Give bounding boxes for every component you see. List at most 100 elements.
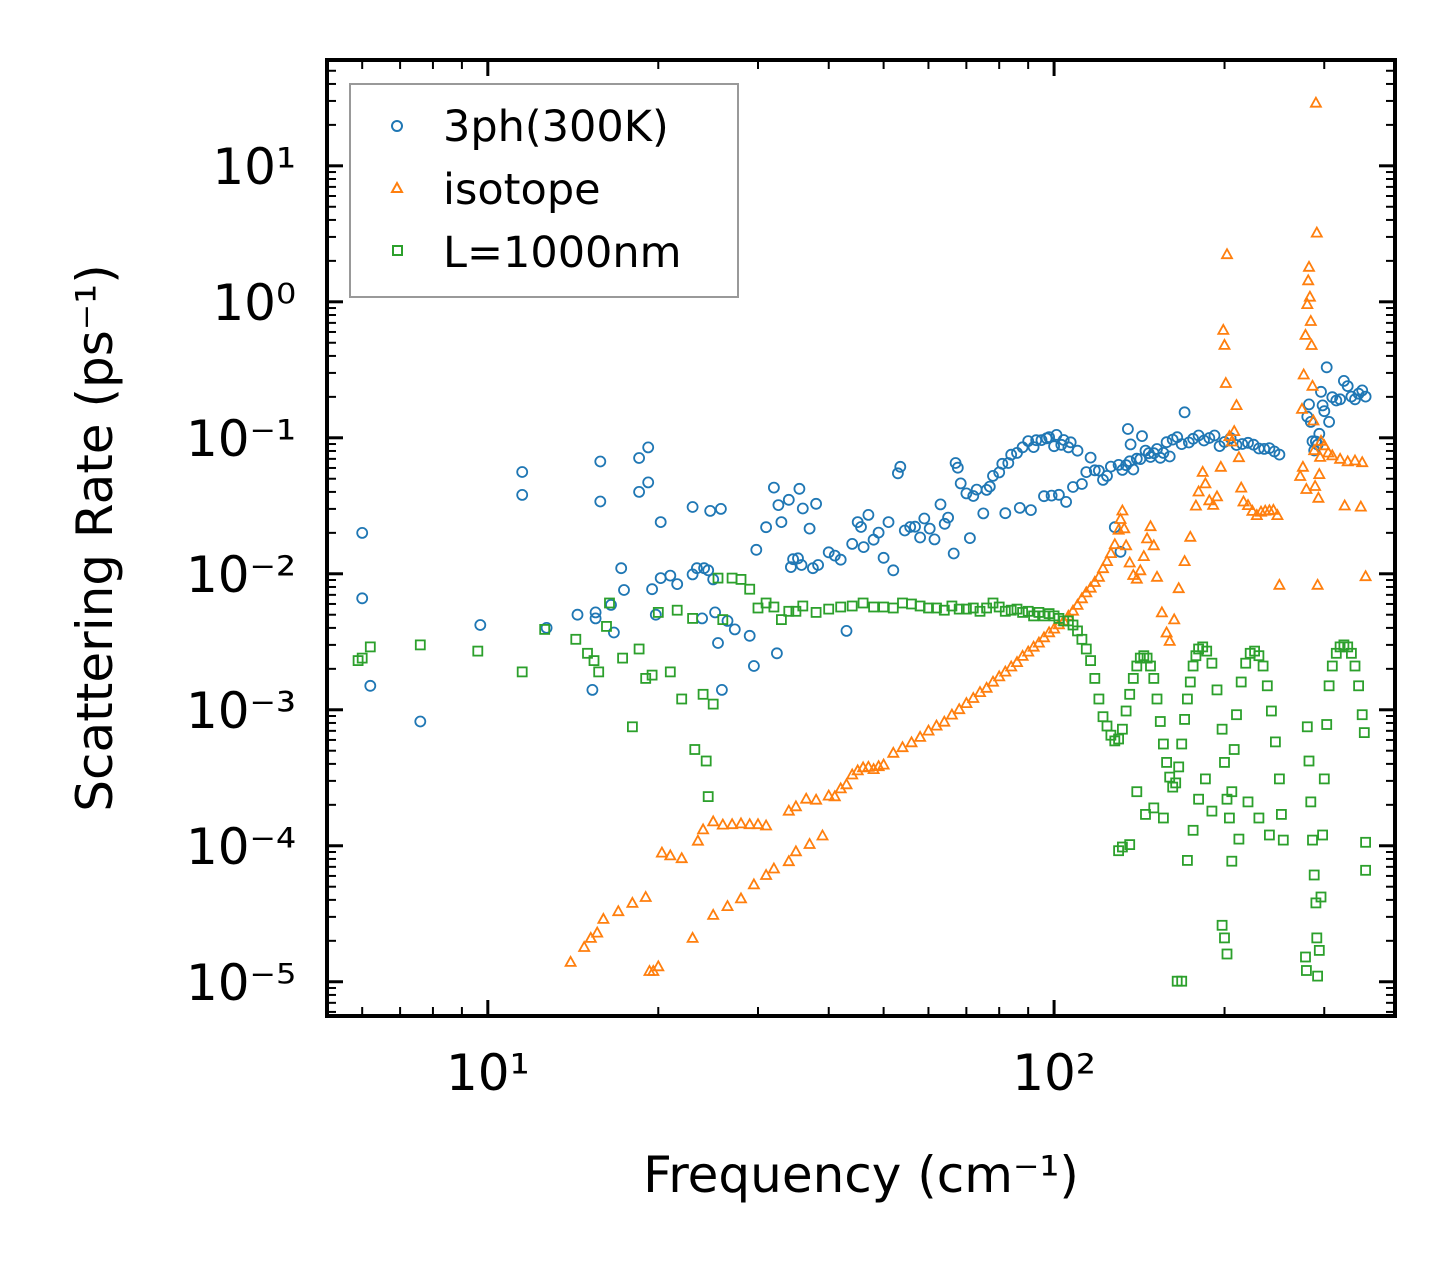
point-3ph <box>605 599 617 611</box>
point-isotope <box>577 940 591 952</box>
point-boundary <box>1089 673 1101 684</box>
point-boundary <box>1313 945 1325 956</box>
point-3ph <box>964 532 976 544</box>
point-isotope <box>1295 402 1309 414</box>
point-3ph <box>474 619 487 631</box>
point-boundary <box>1356 709 1368 721</box>
point-isotope <box>1084 580 1098 593</box>
point-isotope <box>1302 259 1316 272</box>
point-3ph <box>1160 436 1173 449</box>
point-3ph <box>954 477 967 490</box>
point-isotope <box>1130 571 1144 584</box>
point-boundary <box>640 673 652 684</box>
point-isotope <box>596 912 610 924</box>
point-3ph <box>996 457 1009 470</box>
point-3ph <box>571 608 584 621</box>
point-3ph <box>793 482 806 495</box>
point-isotope <box>1254 504 1268 517</box>
point-3ph <box>771 647 783 660</box>
point-isotope <box>1160 625 1174 638</box>
legend-marker-isotope <box>390 180 404 193</box>
y-tick-label: 10⁻³ <box>186 682 296 740</box>
point-3ph <box>1175 438 1188 451</box>
point-isotope <box>767 861 781 874</box>
point-3ph <box>414 715 427 728</box>
point-boundary <box>1318 773 1330 785</box>
y-tick-label: 10⁰ <box>212 274 296 332</box>
point-isotope <box>803 837 817 849</box>
point-3ph <box>728 623 741 636</box>
point-boundary <box>1193 793 1204 805</box>
point-boundary <box>1346 647 1357 659</box>
point-3ph <box>1071 444 1084 457</box>
point-3ph <box>1157 446 1170 459</box>
point-3ph <box>750 543 763 556</box>
point-isotope <box>1270 508 1284 520</box>
point-3ph <box>1105 460 1117 473</box>
point-isotope <box>725 817 739 830</box>
point-3ph <box>1315 385 1327 398</box>
point-3ph <box>356 527 369 539</box>
point-3ph <box>646 583 658 596</box>
point-isotope <box>1206 498 1220 510</box>
point-boundary <box>1300 951 1311 963</box>
point-isotope <box>1317 438 1331 451</box>
point-boundary <box>712 572 724 584</box>
point-isotope <box>1301 273 1315 286</box>
point-isotope <box>1307 443 1321 456</box>
point-boundary <box>1228 744 1240 755</box>
point-3ph <box>951 461 964 474</box>
point-boundary <box>582 647 593 659</box>
point-boundary <box>717 614 729 625</box>
point-isotope <box>1299 482 1313 494</box>
point-boundary <box>810 607 822 618</box>
point-boundary <box>1242 796 1254 808</box>
point-3ph <box>1088 464 1101 477</box>
point-boundary <box>1276 809 1287 820</box>
point-isotope <box>1232 450 1246 463</box>
point-isotope <box>1096 561 1110 574</box>
point-boundary <box>1093 693 1105 705</box>
point-isotope <box>1308 479 1322 491</box>
point-isotope <box>1133 563 1147 576</box>
point-3ph <box>1303 398 1315 411</box>
point-3ph <box>642 476 655 489</box>
x-tick-label: 10² <box>1012 1044 1096 1102</box>
point-isotope <box>1355 455 1369 468</box>
point-isotope <box>1304 314 1318 326</box>
point-isotope <box>1311 490 1325 503</box>
point-3ph <box>1316 399 1329 412</box>
point-boundary <box>1360 836 1371 848</box>
point-isotope <box>1123 555 1137 568</box>
point-boundary <box>1216 723 1228 735</box>
point-boundary <box>1226 855 1238 867</box>
point-isotope <box>1338 498 1352 511</box>
point-3ph <box>704 504 717 517</box>
point-boundary <box>776 614 787 625</box>
point-boundary <box>516 666 528 678</box>
point-isotope <box>1298 328 1313 340</box>
point-3ph <box>1178 406 1191 419</box>
point-boundary <box>700 755 712 767</box>
point-boundary <box>735 574 747 585</box>
tick-labels: 10¹ 10² 10¹ 10⁰ 10⁻¹ 10⁻² 10⁻³ 10⁻⁴ 10⁻⁵ <box>186 138 1096 1102</box>
point-3ph <box>792 552 804 565</box>
point-3ph <box>1163 450 1176 463</box>
point-boundary <box>702 791 714 802</box>
point-3ph <box>1356 384 1369 397</box>
point-3ph <box>785 561 797 573</box>
point-boundary <box>664 666 676 678</box>
point-isotope <box>789 844 803 857</box>
point-boundary <box>627 721 638 733</box>
point-3ph <box>671 578 684 590</box>
point-3ph <box>772 499 785 512</box>
point-boundary <box>823 603 835 615</box>
point-boundary <box>1323 680 1335 692</box>
point-isotope <box>1115 503 1129 516</box>
point-isotope <box>851 763 865 776</box>
point-boundary <box>1124 688 1136 700</box>
point-boundary <box>999 605 1011 617</box>
point-boundary <box>1219 932 1230 944</box>
point-boundary <box>588 655 600 666</box>
